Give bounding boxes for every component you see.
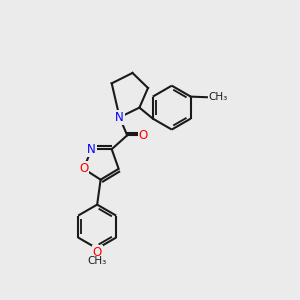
Text: O: O	[92, 246, 102, 259]
Text: O: O	[79, 162, 88, 175]
Text: CH₃: CH₃	[208, 92, 227, 102]
Text: CH₃: CH₃	[88, 256, 107, 266]
Text: N: N	[115, 111, 124, 124]
Text: O: O	[139, 129, 148, 142]
Text: N: N	[87, 143, 96, 156]
